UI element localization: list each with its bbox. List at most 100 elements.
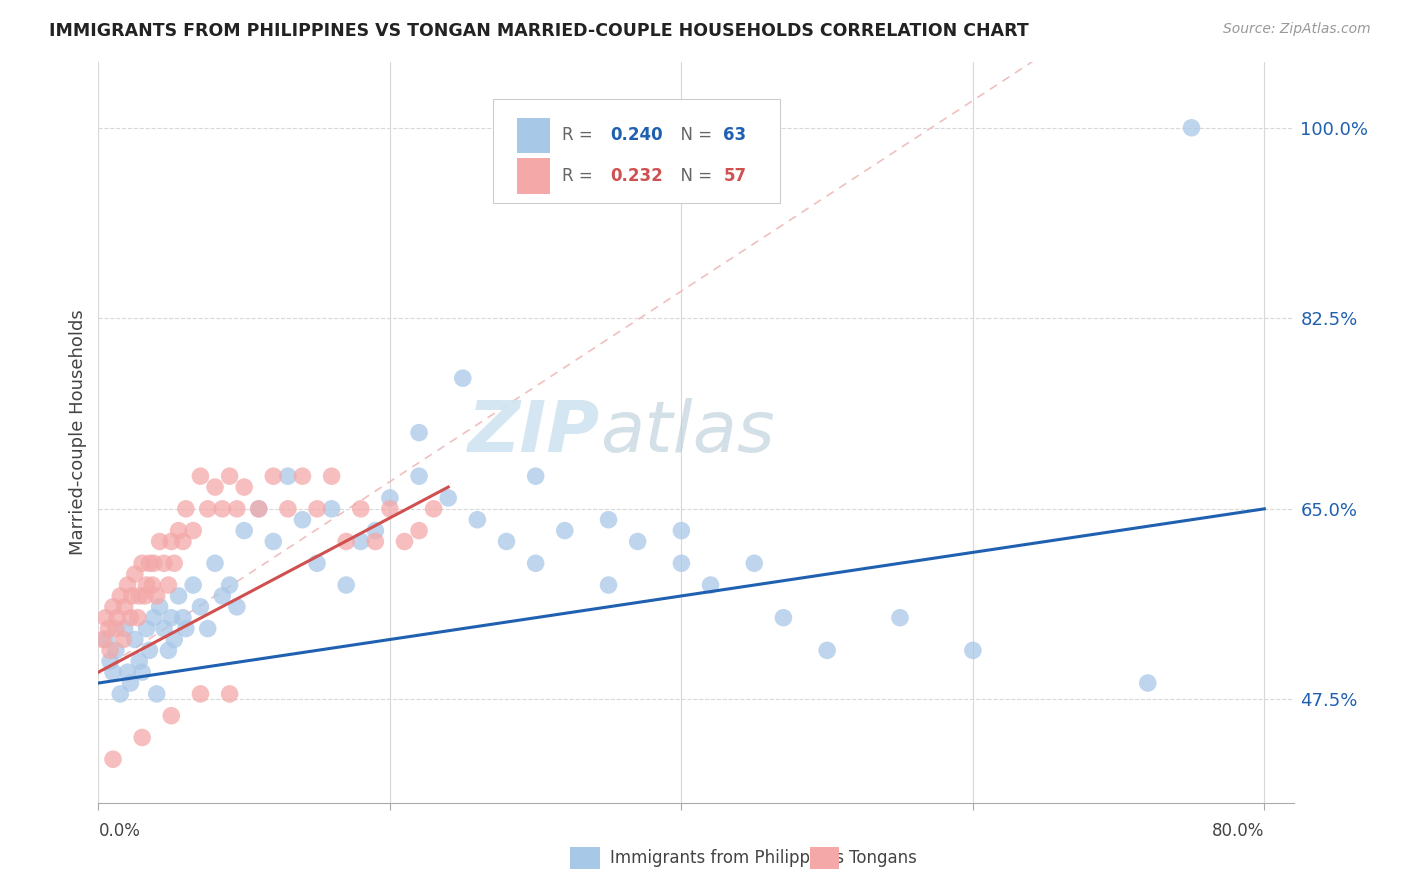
Point bbox=[98, 654, 121, 668]
Point bbox=[167, 524, 190, 538]
Point bbox=[94, 632, 117, 647]
Point bbox=[247, 501, 270, 516]
Point bbox=[142, 611, 165, 625]
Point bbox=[197, 622, 219, 636]
Text: R =: R = bbox=[562, 167, 598, 186]
Point bbox=[197, 501, 219, 516]
Point bbox=[104, 622, 127, 636]
Point bbox=[495, 534, 517, 549]
Point bbox=[364, 534, 387, 549]
Point bbox=[145, 589, 167, 603]
Point bbox=[160, 534, 183, 549]
Point bbox=[172, 611, 194, 625]
Point bbox=[120, 676, 142, 690]
Point bbox=[110, 589, 132, 603]
Point bbox=[149, 599, 172, 614]
Point bbox=[145, 687, 167, 701]
Point bbox=[190, 599, 212, 614]
Point bbox=[105, 611, 128, 625]
Point bbox=[451, 371, 474, 385]
Point bbox=[181, 578, 204, 592]
Point bbox=[277, 469, 299, 483]
Point bbox=[98, 643, 121, 657]
Text: Immigrants from Philippines: Immigrants from Philippines bbox=[610, 849, 844, 867]
Point bbox=[135, 622, 157, 636]
Point bbox=[174, 501, 197, 516]
Point bbox=[149, 534, 172, 549]
Text: atlas: atlas bbox=[600, 398, 775, 467]
Point bbox=[128, 589, 150, 603]
Point bbox=[121, 589, 143, 603]
Point bbox=[112, 632, 135, 647]
Point bbox=[117, 578, 139, 592]
Point bbox=[124, 632, 146, 647]
Point bbox=[104, 643, 127, 657]
Point bbox=[524, 556, 547, 570]
Point bbox=[233, 480, 256, 494]
Point bbox=[524, 469, 547, 483]
Text: 0.232: 0.232 bbox=[610, 167, 662, 186]
Point bbox=[233, 524, 256, 538]
Point bbox=[247, 501, 270, 516]
FancyBboxPatch shape bbox=[517, 118, 550, 153]
FancyBboxPatch shape bbox=[571, 847, 600, 870]
Point bbox=[167, 589, 190, 603]
Point bbox=[127, 611, 149, 625]
Text: 80.0%: 80.0% bbox=[1212, 822, 1264, 840]
Text: 0.240: 0.240 bbox=[610, 127, 662, 145]
Point bbox=[101, 665, 124, 680]
Point bbox=[190, 469, 212, 483]
Text: Tongans: Tongans bbox=[849, 849, 917, 867]
Point bbox=[321, 469, 343, 483]
Point bbox=[91, 632, 114, 647]
Point bbox=[598, 578, 620, 592]
Point bbox=[153, 622, 176, 636]
Point bbox=[467, 513, 489, 527]
Point bbox=[305, 556, 328, 570]
Point bbox=[364, 524, 387, 538]
Point bbox=[117, 665, 139, 680]
Point bbox=[962, 643, 984, 657]
Point bbox=[408, 425, 430, 440]
Point bbox=[190, 687, 212, 701]
Point bbox=[627, 534, 650, 549]
Point bbox=[218, 578, 240, 592]
Point bbox=[671, 556, 693, 570]
Point bbox=[422, 501, 444, 516]
Point bbox=[181, 524, 204, 538]
Point bbox=[94, 611, 117, 625]
Point bbox=[174, 622, 197, 636]
Point bbox=[128, 654, 150, 668]
Point bbox=[153, 556, 176, 570]
Point bbox=[277, 501, 299, 516]
Text: 0.0%: 0.0% bbox=[98, 822, 141, 840]
Point bbox=[101, 752, 124, 766]
Point bbox=[114, 622, 136, 636]
FancyBboxPatch shape bbox=[494, 99, 780, 203]
Point bbox=[262, 469, 284, 483]
Point bbox=[163, 556, 186, 570]
FancyBboxPatch shape bbox=[810, 847, 839, 870]
FancyBboxPatch shape bbox=[517, 159, 550, 194]
Point bbox=[97, 622, 120, 636]
Point bbox=[134, 589, 156, 603]
Point bbox=[225, 501, 247, 516]
Point bbox=[350, 501, 373, 516]
Point bbox=[101, 599, 124, 614]
Point bbox=[350, 534, 373, 549]
Point bbox=[815, 643, 838, 657]
Text: N =: N = bbox=[669, 127, 717, 145]
Point bbox=[378, 491, 401, 505]
Point bbox=[671, 524, 693, 538]
Point bbox=[1180, 120, 1202, 135]
Point bbox=[142, 556, 165, 570]
Point bbox=[889, 611, 911, 625]
Point bbox=[305, 501, 328, 516]
Point bbox=[378, 501, 401, 516]
Point bbox=[157, 578, 180, 592]
Y-axis label: Married-couple Households: Married-couple Households bbox=[69, 310, 87, 556]
Point bbox=[262, 534, 284, 549]
Point bbox=[1136, 676, 1159, 690]
Point bbox=[291, 513, 314, 527]
Text: ZIP: ZIP bbox=[468, 398, 600, 467]
